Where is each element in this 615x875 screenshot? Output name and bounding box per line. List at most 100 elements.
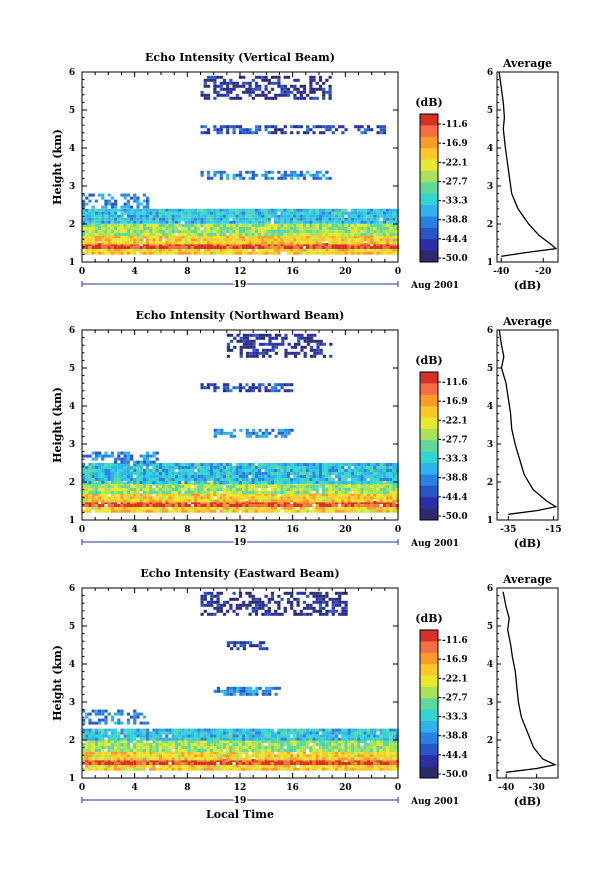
heatmap-cell: [130, 227, 134, 230]
colorbar-unit: (dB): [415, 96, 442, 109]
heatmap-cell: [117, 217, 121, 221]
heatmap-cell: [261, 472, 265, 475]
heatmap-cell: [88, 491, 92, 494]
heatmap-cell: [322, 485, 326, 488]
heatmap-cell: [117, 757, 121, 761]
heatmap-cell: [370, 767, 374, 771]
heatmap-cell: [203, 759, 207, 762]
heatmap-cell: [251, 767, 255, 771]
heatmap-cell: [267, 767, 271, 771]
heatmap-cell: [152, 499, 156, 503]
heatmap-cell: [392, 233, 396, 236]
heatmap-cell: [392, 759, 396, 762]
heatmap-cell: [363, 767, 367, 771]
heatmap-cell: [274, 506, 278, 510]
heatmap-cell: [184, 230, 188, 233]
heatmap-cell: [213, 235, 217, 239]
heatmap-cell: [219, 472, 223, 475]
heatmap-cell: [350, 481, 354, 484]
heatmap-cell: [146, 199, 150, 203]
heatmap-cell: [303, 351, 307, 355]
heatmap-cell: [366, 241, 370, 245]
heatmap-cell: [379, 251, 383, 255]
heatmap-cell: [286, 173, 291, 177]
heatmap-cell: [357, 501, 361, 504]
heatmap-cell: [200, 493, 204, 497]
heatmap-cell: [254, 211, 258, 215]
x-tick-label: 16: [286, 267, 299, 277]
heatmap-cell: [389, 488, 393, 491]
heatmap-cell: [299, 754, 303, 758]
heatmap-cell: [184, 764, 188, 768]
heatmap-cell: [165, 243, 169, 246]
heatmap-cell: [376, 466, 380, 469]
heatmap-cell: [238, 759, 242, 762]
heatmap-cell: [235, 759, 239, 762]
heatmap-cell: [104, 754, 108, 758]
heatmap-cell: [171, 478, 175, 481]
heatmap-cell: [203, 208, 207, 212]
heatmap-cell: [248, 478, 252, 481]
heatmap-cell: [226, 764, 230, 768]
heatmap-cell: [302, 764, 306, 768]
heatmap-cell: [274, 481, 278, 484]
heatmap-cell: [120, 767, 124, 771]
heatmap-cell: [248, 243, 252, 246]
heatmap-cell: [264, 173, 268, 177]
heatmap-cell: [354, 478, 358, 481]
heatmap-cell: [286, 248, 290, 252]
heatmap-cell: [197, 243, 201, 246]
heatmap-cell: [107, 754, 111, 758]
heatmap-cell: [178, 767, 182, 771]
heatmap-cell: [162, 251, 166, 255]
heatmap-cell: [261, 235, 265, 239]
heatmap-cell: [318, 493, 322, 497]
heatmap-cell: [370, 469, 374, 472]
heatmap-cell: [312, 759, 316, 762]
heatmap-cell: [181, 243, 185, 246]
heatmap-cell: [312, 463, 316, 466]
heatmap-cell: [277, 208, 281, 212]
heatmap-cell: [245, 496, 249, 500]
heatmap-cell: [294, 342, 298, 346]
heatmap-cell: [267, 246, 271, 249]
heatmap-cell: [126, 241, 130, 245]
profile-y-tick-label: 1: [487, 516, 493, 526]
heatmap-cell: [258, 208, 262, 212]
heatmap-cell: [139, 235, 143, 239]
heatmap-cell: [267, 248, 271, 252]
heatmap-cell: [251, 383, 255, 387]
heatmap-cell: [286, 759, 290, 762]
heatmap-cell: [222, 475, 226, 478]
heatmap-cell: [347, 754, 351, 758]
heatmap-cell: [235, 230, 239, 233]
heatmap-cell: [136, 230, 140, 233]
heatmap-cell: [290, 243, 294, 246]
heatmap-cell: [82, 251, 86, 255]
heatmap-cell: [110, 509, 114, 513]
heatmap-cell: [168, 754, 172, 758]
heatmap-cell: [357, 224, 361, 227]
heatmap-cell: [174, 764, 178, 768]
heatmap-cell: [136, 211, 140, 215]
heatmap-cell: [360, 481, 364, 484]
heatmap-cell: [123, 469, 127, 472]
heatmap-cell: [226, 475, 230, 478]
heatmap-cell: [162, 481, 166, 484]
heatmap-cell: [206, 757, 210, 761]
heatmap-cell: [213, 78, 217, 82]
heatmap-cell: [226, 214, 230, 218]
heatmap-cell: [165, 509, 169, 513]
heatmap-cell: [302, 509, 306, 513]
heatmap-cell: [251, 251, 255, 255]
heatmap-cell: [216, 759, 220, 762]
heatmap-cell: [338, 235, 342, 239]
heatmap-cell: [350, 485, 354, 488]
heatmap-cell: [318, 469, 322, 472]
heatmap-cell: [146, 504, 150, 507]
heatmap-cell: [219, 506, 223, 510]
heatmap-cell: [194, 251, 198, 255]
heatmap-cell: [187, 757, 191, 761]
heatmap-cell: [162, 759, 166, 762]
heatmap-cell: [312, 90, 316, 94]
